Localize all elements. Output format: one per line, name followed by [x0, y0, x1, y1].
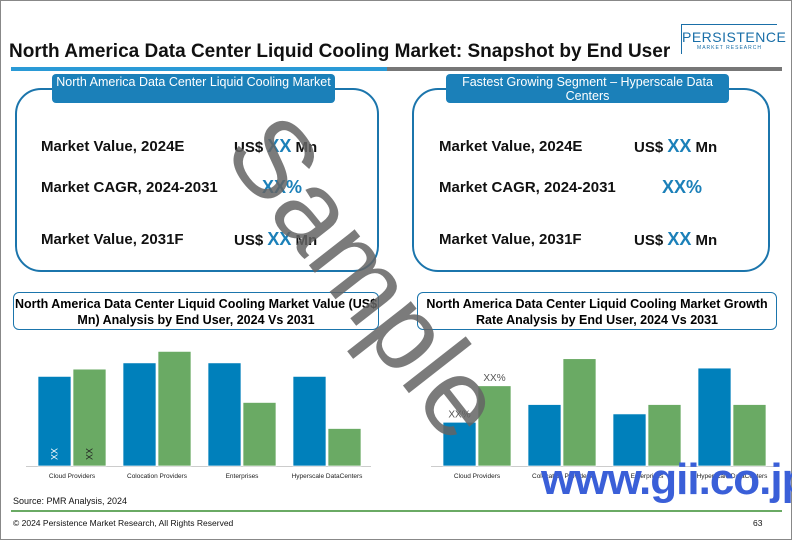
bar-2031-1	[157, 351, 192, 467]
title-rule-blue	[11, 67, 387, 71]
page-number: 63	[753, 518, 763, 528]
value-value: XX	[667, 229, 692, 249]
value-value: XX%	[662, 177, 703, 197]
right-box-heading: Fastest Growing Segment – Hyperscale Dat…	[446, 74, 729, 103]
site-watermark: www.gii.co.jp	[541, 455, 792, 504]
bar-2024-0	[442, 421, 477, 467]
bar-2024-3	[697, 367, 732, 467]
category-label: Cloud Providers	[454, 473, 501, 480]
right-box-row-label: Market Value, 2031F	[439, 231, 582, 248]
bar-2024-0	[37, 376, 72, 467]
value-suffix: Mn	[291, 232, 318, 249]
left-box-row-label: Market Value, 2031F	[41, 231, 184, 248]
left-box-row-label: Market CAGR, 2024-2031	[41, 179, 218, 196]
left-box-row-value: US$ XX Mn	[234, 229, 317, 250]
value-prefix: US$	[234, 232, 268, 249]
growth-bar-chart: XX% XX% Cloud Providers Colocation Provider…	[431, 358, 776, 480]
value-prefix: US$	[234, 139, 268, 156]
growth-chart-title: North America Data Center Liquid Cooling…	[417, 292, 777, 330]
copyright: © 2024 Persistence Market Research, All …	[13, 518, 234, 528]
value-chart-title: North America Data Center Liquid Cooling…	[13, 292, 379, 330]
bar-2031-0	[477, 385, 512, 467]
title-rule-gray	[387, 67, 782, 71]
value-suffix: Mn	[691, 232, 718, 249]
category-label: Enterprises	[226, 473, 260, 480]
left-box-row-value: XX%	[262, 177, 302, 198]
right-box-row-label: Market CAGR, 2024-2031	[439, 179, 616, 196]
value-prefix: US$	[634, 139, 668, 156]
logo-sub-text: MARKET RESEARCH	[697, 45, 762, 51]
bar-2031-3	[327, 428, 362, 467]
category-label: Cloud Providers	[49, 473, 96, 480]
category-label: Colocation Providers	[127, 473, 188, 480]
right-box-row-value: XX%	[662, 177, 702, 198]
footer-rule	[11, 510, 782, 512]
value-value: XX	[267, 229, 292, 249]
data-label: XX	[50, 448, 60, 460]
bar-2031-2	[242, 402, 277, 467]
logo-main-text: PERSISTENCE	[682, 29, 787, 45]
left-box-row-value: US$ XX Mn	[234, 136, 317, 157]
value-value: XX	[667, 136, 692, 156]
bar-2024-3	[292, 376, 327, 467]
bar-2024-1	[527, 404, 562, 467]
source-note: Source: PMR Analysis, 2024	[13, 496, 128, 506]
right-box-row-label: Market Value, 2024E	[439, 138, 583, 155]
persistence-logo: PERSISTENCE MARKET RESEARCH	[681, 24, 787, 54]
bar-2031-0	[72, 368, 107, 467]
category-label: Hyperscale DataCenters	[292, 473, 364, 480]
bar-2031-3	[732, 404, 767, 467]
value-value: XX%	[262, 177, 303, 197]
category-label: Colocation Providers	[532, 473, 593, 480]
bar-2024-1	[122, 362, 157, 467]
left-box-row-label: Market Value, 2024E	[41, 138, 185, 155]
value-suffix: Mn	[691, 139, 718, 156]
bar-2024-2	[207, 362, 242, 467]
value-value: XX	[267, 136, 292, 156]
left-box-heading: North America Data Center Liquid Cooling…	[52, 74, 335, 103]
category-label: Hyperscale DataCenters	[697, 473, 769, 480]
bar-2031-1	[562, 358, 597, 467]
right-box-row-value: US$ XX Mn	[634, 136, 717, 157]
value-suffix: Mn	[291, 139, 318, 156]
right-box-row-value: US$ XX Mn	[634, 229, 717, 250]
bar-2031-2	[647, 404, 682, 467]
data-label: XX%	[448, 409, 470, 420]
bar-2024-2	[612, 413, 647, 467]
value-bar-chart: XX XX Cloud Providers Colocation Providers E…	[26, 351, 371, 480]
category-label: Enterprises	[631, 473, 665, 480]
page-title: North America Data Center Liquid Cooling…	[9, 41, 671, 62]
data-label: XX%	[483, 373, 505, 384]
data-label: XX	[85, 448, 95, 460]
value-prefix: US$	[634, 232, 668, 249]
